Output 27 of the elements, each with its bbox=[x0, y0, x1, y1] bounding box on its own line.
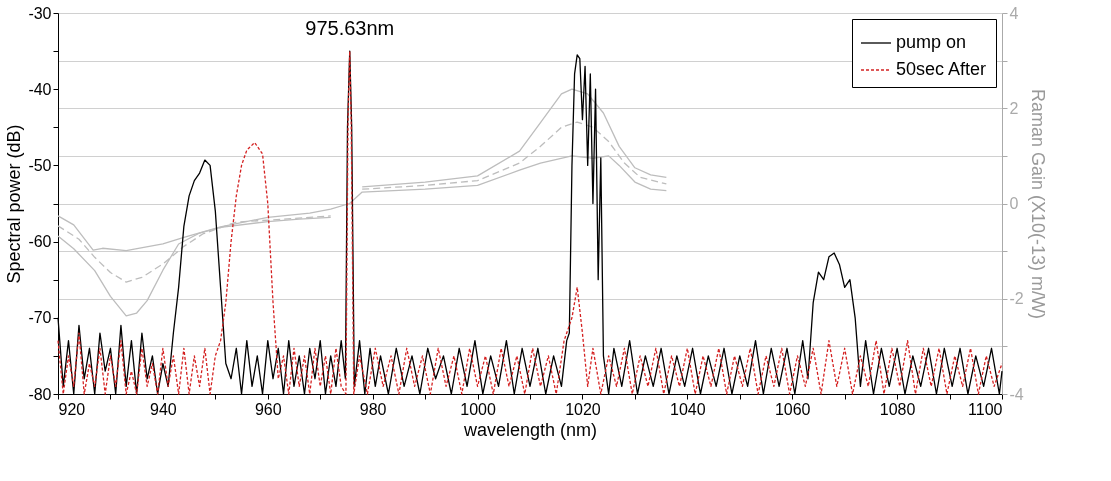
y2-tick-label: -2 bbox=[1009, 290, 1024, 308]
y2-tick-label: 4 bbox=[1009, 4, 1019, 22]
y2-tick-label: 2 bbox=[1009, 99, 1019, 117]
x-tick-label: 980 bbox=[359, 400, 387, 418]
y-axis-title: Spectral power (dB) bbox=[4, 124, 25, 284]
y-tick-label: -40 bbox=[28, 80, 52, 98]
x-tick-label: 1080 bbox=[879, 400, 916, 418]
legend-label: 50sec After bbox=[896, 59, 987, 79]
x-tick-label: 960 bbox=[254, 400, 282, 418]
y2-tick-label: 0 bbox=[1009, 195, 1019, 212]
x-tick-label: 1040 bbox=[670, 400, 706, 418]
x-tick-label: 1020 bbox=[565, 400, 601, 418]
x-tick-label: 1000 bbox=[460, 400, 496, 418]
y-tick-label: -70 bbox=[28, 309, 52, 327]
legend-label: pump on bbox=[896, 32, 967, 52]
x-tick-label: 940 bbox=[150, 400, 177, 418]
y-tick-label: -50 bbox=[28, 156, 52, 174]
x-tick-label: 920 bbox=[58, 400, 86, 418]
y-tick-label: -30 bbox=[28, 4, 52, 22]
y-tick-label: -80 bbox=[28, 385, 52, 403]
annotation: 975.63nm bbox=[305, 17, 395, 40]
x-tick-label: 1100 bbox=[968, 400, 1003, 418]
y2-tick-label: -4 bbox=[1009, 385, 1024, 403]
y2-axis-title: Raman Gain (X10(-13) m/W) bbox=[1027, 88, 1048, 320]
x-tick-label: 1060 bbox=[774, 400, 811, 418]
x-axis-title: wavelength (nm) bbox=[462, 419, 598, 440]
y-tick-label: -60 bbox=[28, 233, 52, 251]
